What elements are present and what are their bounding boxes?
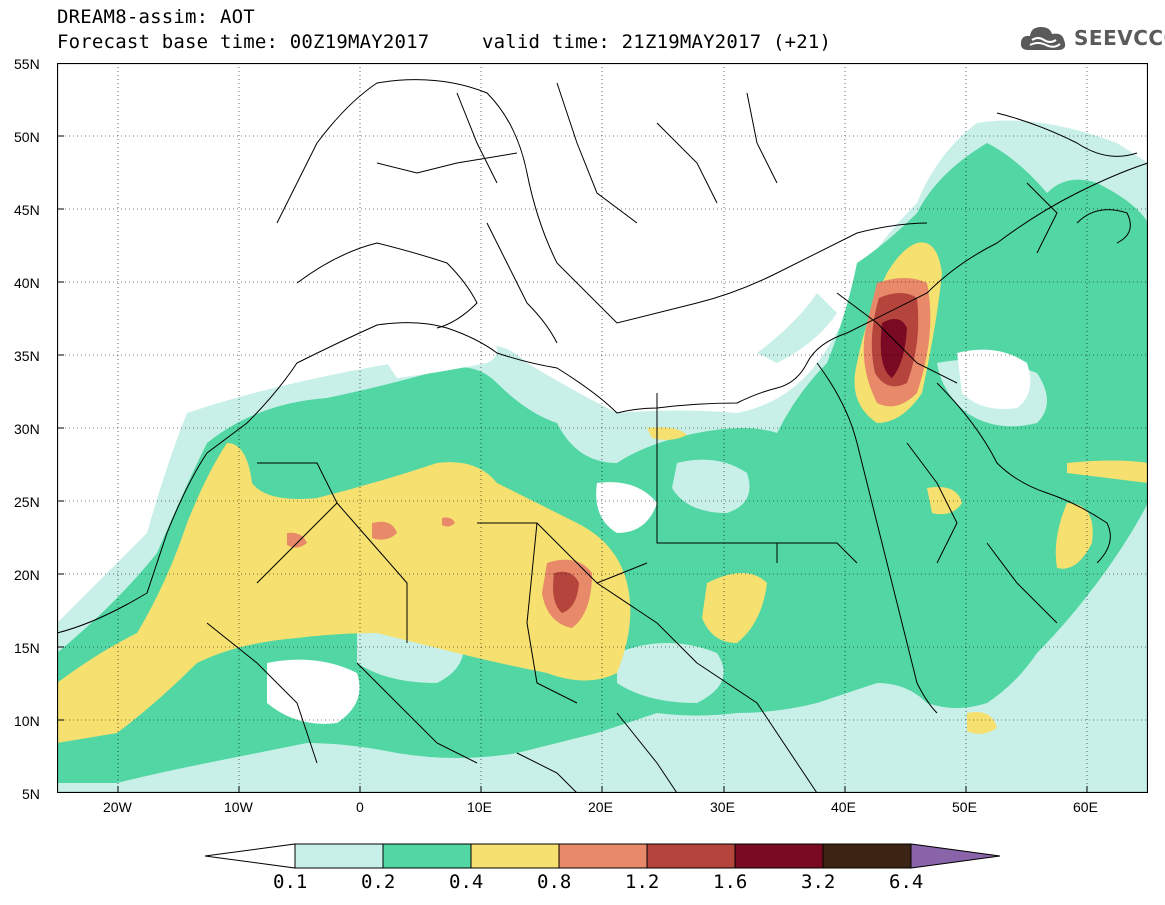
lat-label: 55N [14,56,40,72]
forecast-base-time: Forecast base time: 00Z19MAY2017 [57,31,430,53]
lat-label: 15N [14,640,40,656]
colorbar-label: 1.2 [625,871,660,893]
seevccc-logo: SEEVCCC [1018,22,1165,54]
graticule [57,63,1148,793]
lat-label: 45N [14,202,40,218]
colorbar-label: 0.2 [361,871,396,893]
lat-label: 5N [22,786,40,802]
colorbar [205,843,1000,869]
colorbar-label: 3.2 [801,871,836,893]
coastlines [57,79,1148,793]
colorbar-label: 0.8 [537,871,572,893]
colorbar-label: 1.6 [713,871,748,893]
lon-label: 10E [467,799,492,815]
lat-label: 35N [14,348,40,364]
lon-label: 50E [952,799,977,815]
lat-label: 10N [14,713,40,729]
colorbar-label: 6.4 [889,871,924,893]
lon-label: 60E [1073,799,1098,815]
lon-label: 20E [588,799,613,815]
colorbar-label: 0.1 [273,871,308,893]
lon-label: 10W [224,799,253,815]
map-title: DREAM8-assim: AOT [57,6,255,28]
lat-label: 30N [14,421,40,437]
lat-label: 25N [14,494,40,510]
axis-ticks [57,135,1088,793]
lon-label: 20W [103,799,132,815]
lat-label: 50N [14,129,40,145]
lon-label: 40E [831,799,856,815]
valid-time: valid time: 21Z19MAY2017 (+21) [482,31,832,53]
lat-label: 40N [14,275,40,291]
lon-label: 0 [356,799,364,815]
cloud-icon [1020,27,1066,50]
logo-text: SEEVCCC [1074,26,1165,50]
lon-label: 30E [710,799,735,815]
aot-map [57,63,1148,793]
lat-label: 20N [14,567,40,583]
colorbar-label: 0.4 [449,871,484,893]
